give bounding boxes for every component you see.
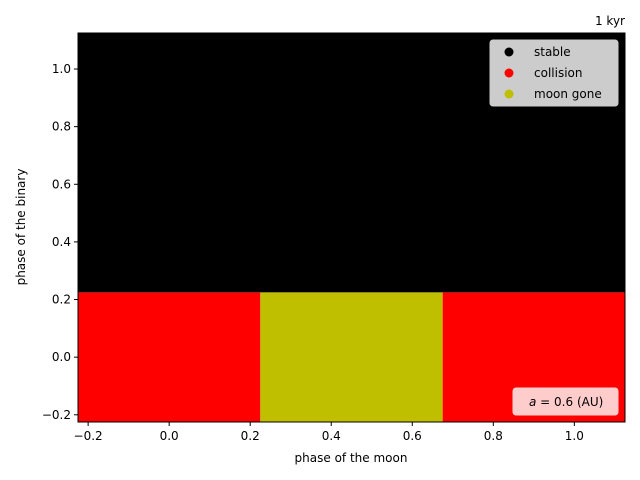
y-axis-label: phase of the binary [14, 169, 28, 286]
heatmap-cell-moon-gone [260, 292, 443, 422]
y-tick-label: 0.8 [52, 120, 71, 134]
plot-frame [77, 32, 626, 423]
legend-label-moon-gone: moon gone [534, 87, 602, 101]
x-tick-label: 0.6 [403, 429, 422, 443]
x-tick-label: 0.8 [484, 429, 503, 443]
heatmap-cell-collision [78, 292, 261, 422]
y-tick-label: 0.0 [52, 350, 71, 364]
annotation-variable: a [529, 395, 536, 409]
y-tick-label: 0.2 [52, 293, 71, 307]
legend-label-collision: collision [534, 66, 582, 80]
legend-box [489, 39, 619, 107]
y-tick-label: 0.4 [52, 235, 71, 249]
x-tick-label: 0.4 [322, 429, 341, 443]
x-axis-ticks: −0.2 0.0 0.2 0.4 0.6 0.8 1.0 [74, 422, 584, 443]
x-tick-label: 1.0 [565, 429, 584, 443]
y-axis-ticks: −0.2 0.0 0.2 0.4 0.6 0.8 1.0 [42, 62, 78, 422]
legend-marker-collision [504, 68, 514, 78]
x-axis-label: phase of the moon [295, 451, 408, 465]
annotation-box [512, 387, 619, 416]
y-tick-label: 0.6 [52, 177, 71, 191]
x-tick-label: 0.2 [241, 429, 260, 443]
legend-marker-stable [504, 47, 514, 57]
corner-label: 1 kyr [595, 14, 625, 28]
legend-label-stable: stable [534, 45, 571, 59]
legend: stable collision moon gone [489, 39, 619, 107]
annotation-text: a = 0.6 (AU) [529, 395, 603, 409]
x-tick-label: −0.2 [74, 429, 103, 443]
legend-marker-moon-gone [504, 89, 514, 99]
x-tick-label: 0.0 [160, 429, 179, 443]
y-tick-label: 1.0 [52, 62, 71, 76]
annotation: a = 0.6 (AU) [512, 387, 619, 416]
annotation-value: = 0.6 (AU) [536, 395, 603, 409]
y-tick-label: −0.2 [42, 408, 71, 422]
